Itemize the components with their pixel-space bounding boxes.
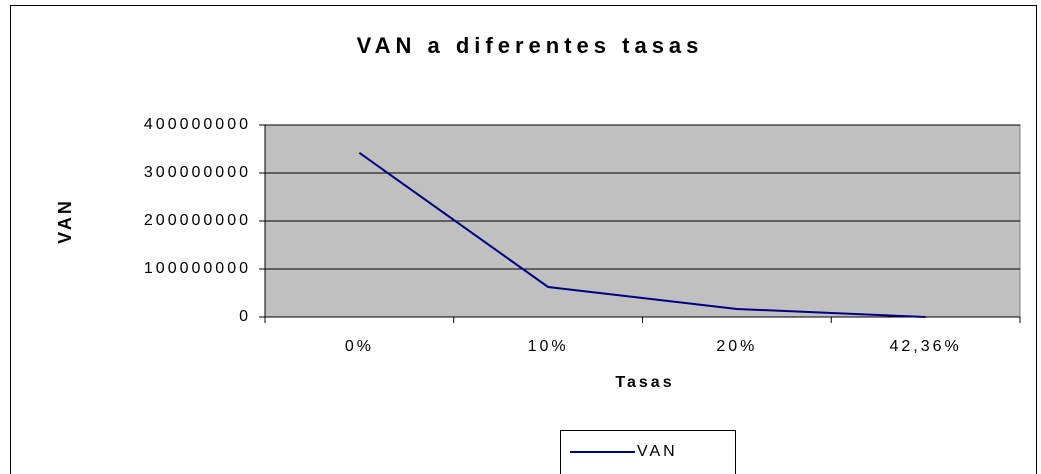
legend-label: VAN xyxy=(637,443,678,460)
y-tick-label: 300000000 xyxy=(144,164,251,181)
y-tick-label: 400000000 xyxy=(144,116,251,133)
line-series xyxy=(358,152,926,318)
x-tick-label: 20% xyxy=(716,338,757,355)
y-tick-label: 100000000 xyxy=(144,260,251,277)
y-tick-label: 0 xyxy=(239,308,251,325)
y-tick-label: 200000000 xyxy=(144,212,251,229)
x-tick-label: 10% xyxy=(528,338,569,355)
chart-title: VAN a diferentes tasas xyxy=(357,33,704,58)
y-axis-label: VAN xyxy=(55,198,75,244)
x-tick-label: 0% xyxy=(345,338,374,355)
x-axis-label: Tasas xyxy=(615,374,674,391)
x-tick-label: 42,36% xyxy=(889,338,961,355)
